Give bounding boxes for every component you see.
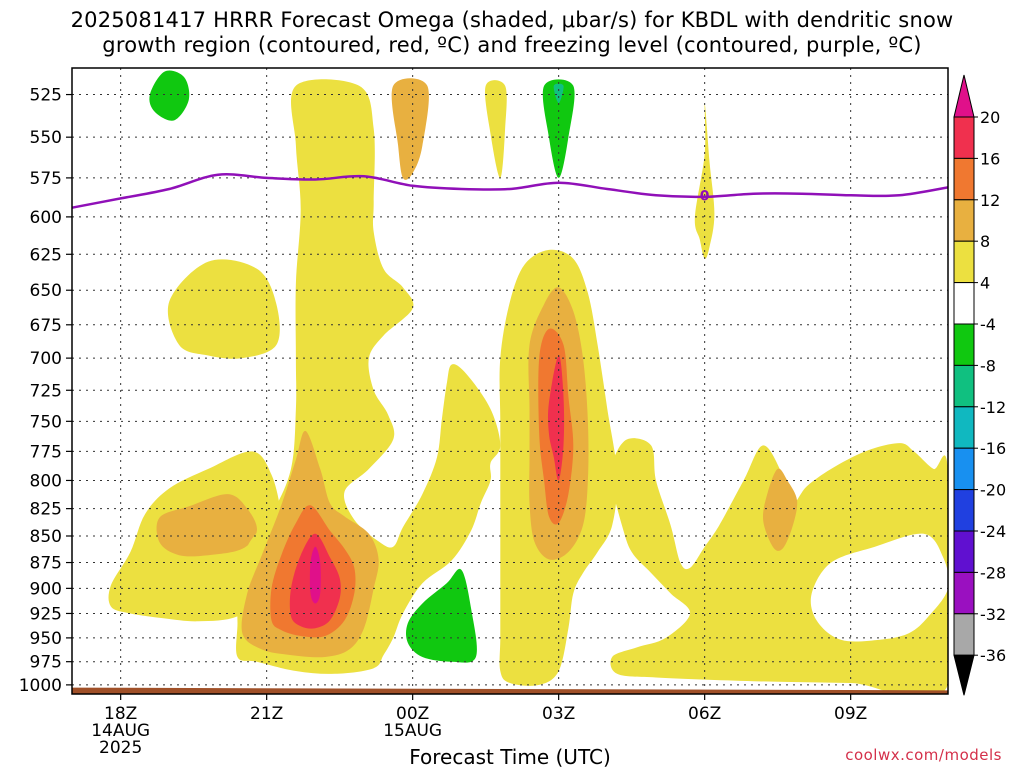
site-credit[interactable]: coolwx.com/models bbox=[845, 746, 1002, 764]
y-tick-label: 775 bbox=[30, 442, 62, 462]
colorbar-segment bbox=[953, 323, 975, 366]
terrain-strip bbox=[72, 687, 948, 694]
colorbar-label: 8 bbox=[980, 232, 990, 251]
y-tick-label: 925 bbox=[30, 604, 62, 624]
colorbar-segment bbox=[953, 613, 975, 656]
omega-region-16 bbox=[547, 355, 565, 481]
colorbar-label: -24 bbox=[980, 522, 1006, 541]
omega-region-8 bbox=[391, 78, 429, 180]
colorbar-bottom-arrow bbox=[953, 654, 975, 696]
colorbar-label: -32 bbox=[980, 605, 1006, 624]
y-tick-label: 750 bbox=[30, 412, 62, 432]
omega-region-4 bbox=[167, 259, 280, 359]
colorbar-label: 4 bbox=[980, 274, 990, 293]
y-tick-label: 850 bbox=[30, 527, 62, 547]
colorbar-label: 12 bbox=[980, 191, 1000, 210]
omega-region-20 bbox=[309, 546, 321, 604]
x-tick-label: 15AUG bbox=[383, 721, 442, 741]
x-tick-label: 14AUG bbox=[91, 721, 150, 741]
y-tick-label: 900 bbox=[30, 579, 62, 599]
y-tick-label: 575 bbox=[30, 169, 62, 189]
colorbar-top-arrow bbox=[953, 74, 975, 118]
colorbar-label: -8 bbox=[980, 356, 996, 375]
x-tick-label: 00Z bbox=[396, 704, 429, 724]
colorbar-label: 20 bbox=[980, 108, 1000, 127]
colorbar-label: -12 bbox=[980, 398, 1006, 417]
colorbar-segment bbox=[953, 240, 975, 284]
colorbar-label: -36 bbox=[980, 646, 1006, 665]
colorbar-segment bbox=[953, 447, 975, 491]
omega-region-8 bbox=[156, 494, 257, 557]
x-tick-label: 2025 bbox=[99, 738, 142, 758]
omega-region-4 bbox=[485, 80, 507, 178]
y-tick-label: 725 bbox=[30, 381, 62, 401]
y-tick-label: 700 bbox=[30, 349, 62, 369]
colorbar-label: -16 bbox=[980, 439, 1006, 458]
colorbar-segment bbox=[953, 489, 975, 532]
omega-region--4 bbox=[542, 79, 575, 178]
colorbar-segment bbox=[953, 282, 975, 325]
chart-title-line2: growth region (contoured, red, ºC) and f… bbox=[102, 33, 922, 57]
y-tick-label: 875 bbox=[30, 554, 62, 574]
y-tick-label: 550 bbox=[30, 128, 62, 148]
omega-region-8 bbox=[762, 468, 798, 551]
x-tick-label: 21Z bbox=[250, 704, 283, 724]
colorbar-segment bbox=[953, 364, 975, 408]
y-tick-label: 600 bbox=[30, 208, 62, 228]
y-tick-label: 975 bbox=[30, 653, 62, 673]
y-tick-label: 825 bbox=[30, 500, 62, 520]
colorbar-label: 16 bbox=[980, 149, 1000, 168]
y-tick-label: 950 bbox=[30, 629, 62, 649]
freezing-level-label: 0 bbox=[700, 188, 710, 204]
x-tick-label: 09Z bbox=[834, 704, 867, 724]
x-tick-label: 06Z bbox=[688, 704, 721, 724]
x-axis-label: Forecast Time (UTC) bbox=[409, 745, 611, 769]
colorbar-segment bbox=[953, 571, 975, 615]
colorbar-segment bbox=[953, 406, 975, 449]
colorbar-segment bbox=[953, 530, 975, 573]
colorbar-segment bbox=[953, 199, 975, 242]
y-tick-label: 675 bbox=[30, 316, 62, 336]
y-tick-label: 650 bbox=[30, 281, 62, 301]
colorbar-segment bbox=[953, 157, 975, 201]
colorbar-label: -20 bbox=[980, 481, 1006, 500]
y-tick-label: 1000 bbox=[19, 676, 62, 696]
plot-frame bbox=[71, 67, 949, 695]
y-tick-label: 625 bbox=[30, 245, 62, 265]
y-tick-label: 800 bbox=[30, 471, 62, 491]
colorbar-segment bbox=[953, 116, 975, 159]
colorbar-label: -28 bbox=[980, 563, 1006, 582]
colorbar-label: -4 bbox=[980, 315, 996, 334]
chart-title-line1: 2025081417 HRRR Forecast Omega (shaded, … bbox=[70, 8, 954, 32]
omega-neutral-hole bbox=[810, 533, 948, 642]
x-tick-label: 03Z bbox=[542, 704, 575, 724]
y-tick-label: 525 bbox=[30, 86, 62, 106]
omega-region--8 bbox=[553, 83, 564, 104]
x-tick-label: 18Z bbox=[104, 704, 137, 724]
freezing-level-line bbox=[71, 173, 949, 209]
omega-region--4 bbox=[149, 70, 190, 121]
omega-region--4 bbox=[406, 568, 477, 663]
omega-shading bbox=[108, 70, 948, 694]
